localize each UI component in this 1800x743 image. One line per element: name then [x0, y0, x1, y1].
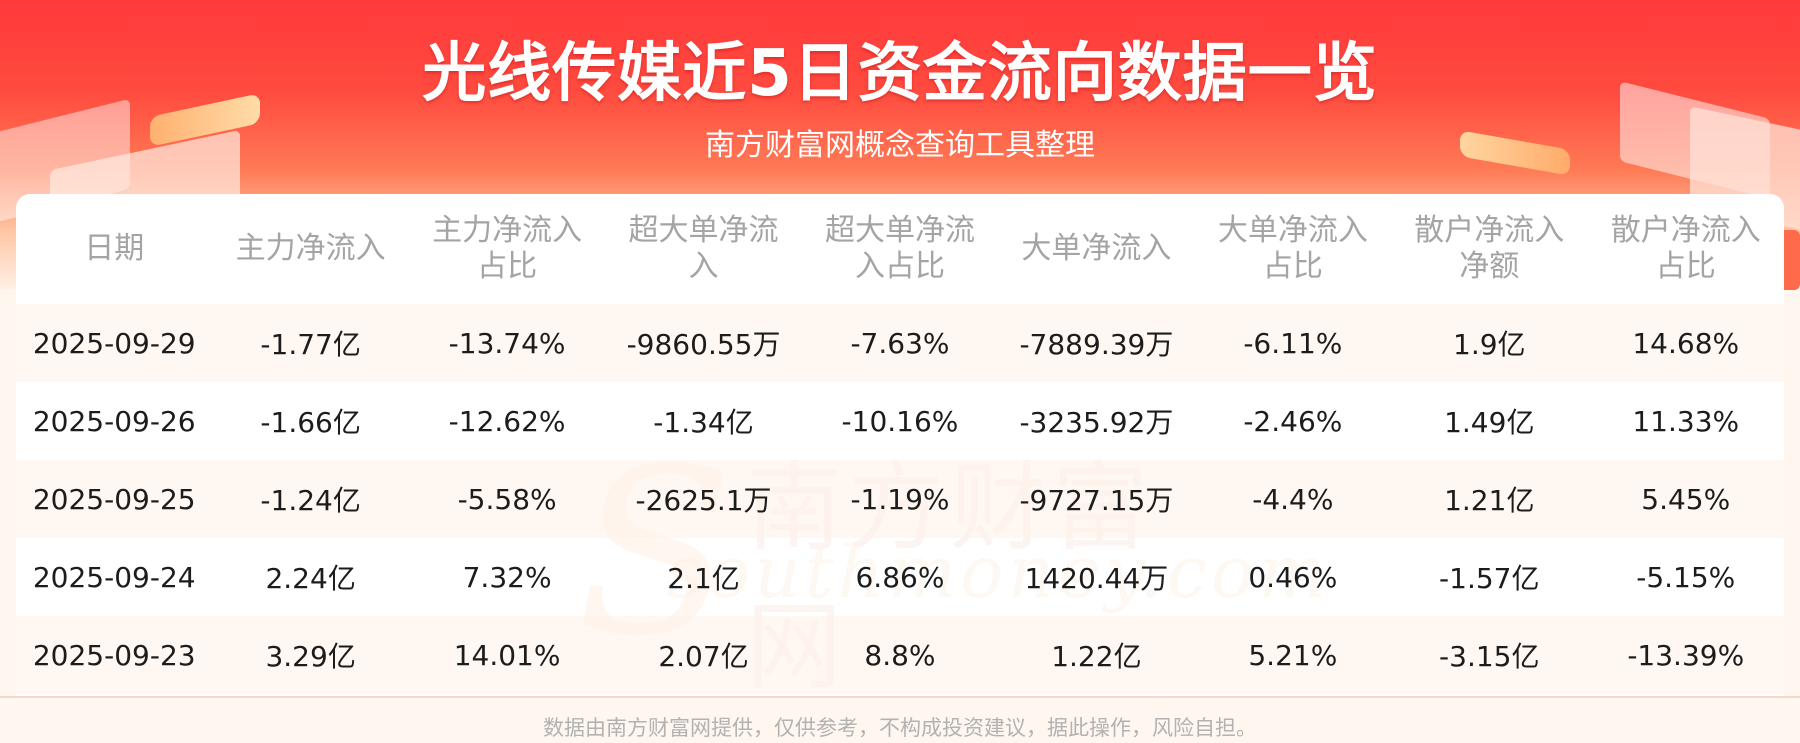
column-header: 主力净流入 占比 — [409, 194, 605, 304]
column-header: 主力净流入 — [212, 194, 408, 304]
value-cell: 0.46% — [1194, 538, 1392, 616]
value-cell: 7.32% — [408, 538, 606, 616]
value-cell: 14.68% — [1587, 304, 1784, 382]
table-row: 2025-09-23 3.29亿 14.01% 2.07亿 8.8% 1.22亿 5.21%… — [16, 616, 1784, 694]
column-header-line: 大单净流入 — [1021, 231, 1172, 266]
value-cell: 5.21% — [1194, 616, 1392, 694]
value-cell: 8.8% — [801, 616, 999, 694]
table-row: 2025-09-26 -1.66亿 -12.62% -1.34亿 -10.16% -323… — [16, 382, 1784, 460]
column-header-line: 大单净流入 — [1217, 213, 1368, 248]
value-cell: -1.19% — [801, 460, 999, 538]
column-header-line: 主力净流入 — [432, 213, 583, 248]
value-cell: -7889.39万 — [998, 304, 1195, 382]
column-header-line: 主力净流入 — [235, 231, 386, 266]
value-cell: -10.16% — [801, 382, 999, 460]
column-header: 超大单净流入 — [605, 194, 801, 304]
column-header-line: 入 — [688, 249, 719, 284]
value-cell: 6.86% — [801, 538, 999, 616]
table-row: 2025-09-29 -1.77亿 -13.74% -9860.55万 -7.63% -7… — [16, 304, 1784, 382]
fund-flow-table: 日期 主力净流入 主力净流入 占比 超大单净流入超大单净流 入占比 大单净流入 大单净流入 占比… — [16, 194, 1784, 694]
column-header-line: 占比 — [477, 249, 538, 284]
value-cell: -2.46% — [1194, 382, 1392, 460]
column-header: 大单净流入 占比 — [1195, 194, 1391, 304]
value-cell: -9860.55万 — [605, 304, 802, 382]
column-header-line: 超大单净流 — [628, 213, 779, 248]
column-header: 大单净流入 — [998, 194, 1194, 304]
value-cell: -1.34亿 — [605, 382, 802, 460]
value-cell: -4.4% — [1194, 460, 1392, 538]
value-cell: -3235.92万 — [998, 382, 1195, 460]
value-cell: -1.24亿 — [212, 460, 409, 538]
value-cell: 1.22亿 — [998, 616, 1195, 694]
column-header-line: 占比 — [1262, 249, 1323, 284]
date-cell: 2025-09-25 — [16, 460, 213, 538]
value-cell: 1.9亿 — [1391, 304, 1588, 382]
column-header-line: 占比 — [1655, 249, 1716, 284]
page-title: 光线传媒近5日资金流向数据一览 — [422, 37, 1378, 111]
date-cell: 2025-09-26 — [16, 382, 213, 460]
value-cell: -1.57亿 — [1391, 538, 1588, 616]
table-row: 2025-09-25 -1.24亿 -5.58% -2625.1万 -1.19% -972… — [16, 460, 1784, 538]
value-cell: 2.24亿 — [212, 538, 409, 616]
column-header: 散户净流入 占比 — [1588, 194, 1785, 304]
footer-disclaimer: 数据由南方财富网提供，仅供参考，不构成投资建议，据此操作，风险自担。 — [543, 716, 1257, 740]
table-header-row: 日期 主力净流入 主力净流入 占比 超大单净流入超大单净流 入占比 大单净流入 大单净流入 占比… — [16, 194, 1784, 304]
value-cell: 3.29亿 — [212, 616, 409, 694]
column-header: 超大单净流 入占比 — [802, 194, 998, 304]
value-cell: -5.58% — [408, 460, 606, 538]
value-cell: 5.45% — [1587, 460, 1784, 538]
value-cell: -3.15亿 — [1391, 616, 1588, 694]
column-header-line: 日期 — [84, 231, 145, 266]
value-cell: -13.74% — [408, 304, 606, 382]
column-header: 散户净流入 净额 — [1391, 194, 1587, 304]
value-cell: -9727.15万 — [998, 460, 1195, 538]
date-cell: 2025-09-24 — [16, 538, 213, 616]
value-cell: 1.49亿 — [1391, 382, 1588, 460]
value-cell: -7.63% — [801, 304, 999, 382]
table-body: 2025-09-29 -1.77亿 -13.74% -9860.55万 -7.63% -7… — [16, 304, 1784, 694]
column-header: 日期 — [16, 194, 212, 304]
column-header-line: 净额 — [1459, 249, 1520, 284]
value-cell: -6.11% — [1194, 304, 1392, 382]
date-cell: 2025-09-23 — [16, 616, 213, 694]
value-cell: 1.21亿 — [1391, 460, 1588, 538]
date-cell: 2025-09-29 — [16, 304, 213, 382]
column-header-line: 入占比 — [854, 249, 945, 284]
column-header-line: 散户净流入 — [1610, 213, 1761, 248]
value-cell: -13.39% — [1587, 616, 1784, 694]
value-cell: 2.1亿 — [605, 538, 802, 616]
value-cell: -12.62% — [408, 382, 606, 460]
value-cell: 11.33% — [1587, 382, 1784, 460]
column-header-line: 超大单净流 — [824, 213, 975, 248]
value-cell: 1420.44万 — [998, 538, 1195, 616]
footer-divider — [0, 696, 1800, 698]
page-subtitle: 南方财富网概念查询工具整理 — [705, 128, 1095, 163]
value-cell: -1.77亿 — [212, 304, 409, 382]
data-card: S 南方财富网 southmoney.com 日期主力净流入主力净流入占比超大单… — [16, 194, 1784, 696]
table-row: 2025-09-24 2.24亿 7.32% 2.1亿 6.86% 1420.44万 0.4… — [16, 538, 1784, 616]
value-cell: -2625.1万 — [605, 460, 802, 538]
value-cell: 2.07亿 — [605, 616, 802, 694]
value-cell: -5.15% — [1587, 538, 1784, 616]
value-cell: -1.66亿 — [212, 382, 409, 460]
value-cell: 14.01% — [408, 616, 606, 694]
column-header-line: 散户净流入 — [1414, 213, 1565, 248]
